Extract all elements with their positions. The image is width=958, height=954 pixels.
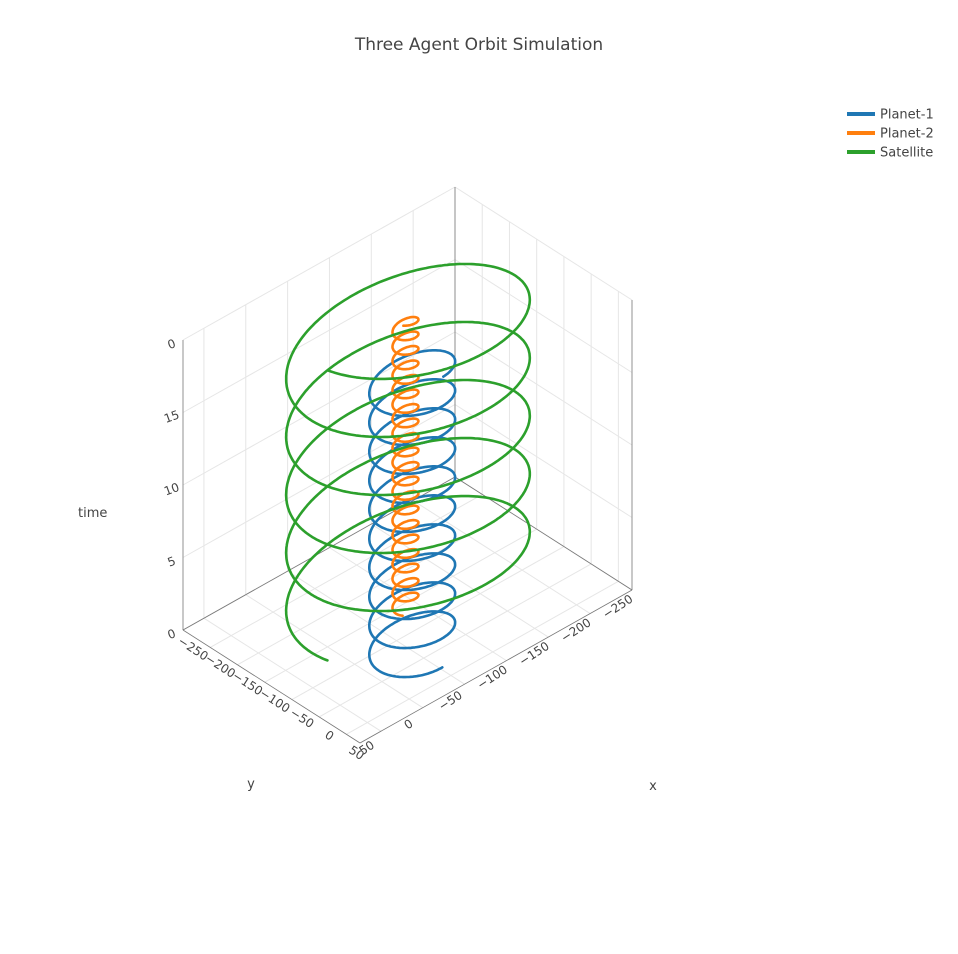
z-tick-label: 10 [162,480,181,498]
z-tick-label: 0 [166,336,178,352]
series-line-planet-1 [368,349,457,679]
chart-title: Three Agent Orbit Simulation [354,35,603,55]
legend-item-satellite[interactable]: Satellite [847,146,933,161]
x-tick-label: 50 [346,743,366,763]
y-tick-label: −250 [600,592,635,622]
y-tick-label: 0 [402,716,416,732]
y-axis-title: y [247,777,255,792]
legend-label: Satellite [880,146,933,161]
z-tick-label: 15 [162,408,181,426]
grid-line-z-wall [454,404,633,518]
grid-line-z-wall [454,259,633,373]
grid-line-x-floor [209,493,483,648]
z-tick-label: 0 [166,626,178,642]
grid-line-x-floor [346,580,619,735]
grid-line-z-wall [454,331,633,446]
z-axis-title: time [78,506,107,521]
frame-edge [182,629,361,744]
frame-edge [454,476,633,591]
series-line-planet-2 [391,315,420,617]
y-tick-label: −150 [516,639,551,669]
legend[interactable]: Planet-1 Planet-2 Satellite [847,108,934,161]
y-tick-label: −200 [558,615,593,645]
grid-line-z-wall [454,186,633,301]
grid-line-z-wall [182,331,456,486]
grid-line-x-floor [318,563,592,718]
x-tick-label: −50 [288,705,317,731]
grid-line-y-floor [329,547,507,662]
grid-line-y-floor [245,594,424,709]
x-axis-title: x [649,779,657,794]
trace-layer [284,262,532,679]
grid-line-z-wall [182,259,456,413]
z-tick-label: 5 [166,554,178,570]
legend-item-planet-2[interactable]: Planet-2 [847,127,934,142]
grid-layer [182,186,633,735]
frame-edge [359,589,633,744]
x-tick-label: 0 [322,728,336,744]
legend-item-planet-1[interactable]: Planet-1 [847,108,934,123]
axis-frame [182,187,633,744]
x-tick-label: −100 [257,686,292,716]
grid-line-z-wall [182,186,456,341]
grid-line-y-floor [287,570,465,685]
series-line-satellite [284,262,532,662]
y-tick-label: −100 [475,662,510,692]
grid-line-x-floor [264,528,537,683]
grid-line-z-wall [182,404,456,558]
y-tick-label: 50 [357,738,377,758]
grid-line-x-floor [291,546,565,700]
grid-line-y-floor [412,500,591,614]
legend-label: Planet-1 [880,108,934,123]
grid-line-y-floor [203,617,382,732]
tick-labels: −250−200−150−100−50050−250−200−150−100−5… [162,336,635,763]
legend-label: Planet-2 [880,127,934,142]
y-tick-label: −50 [436,688,465,714]
